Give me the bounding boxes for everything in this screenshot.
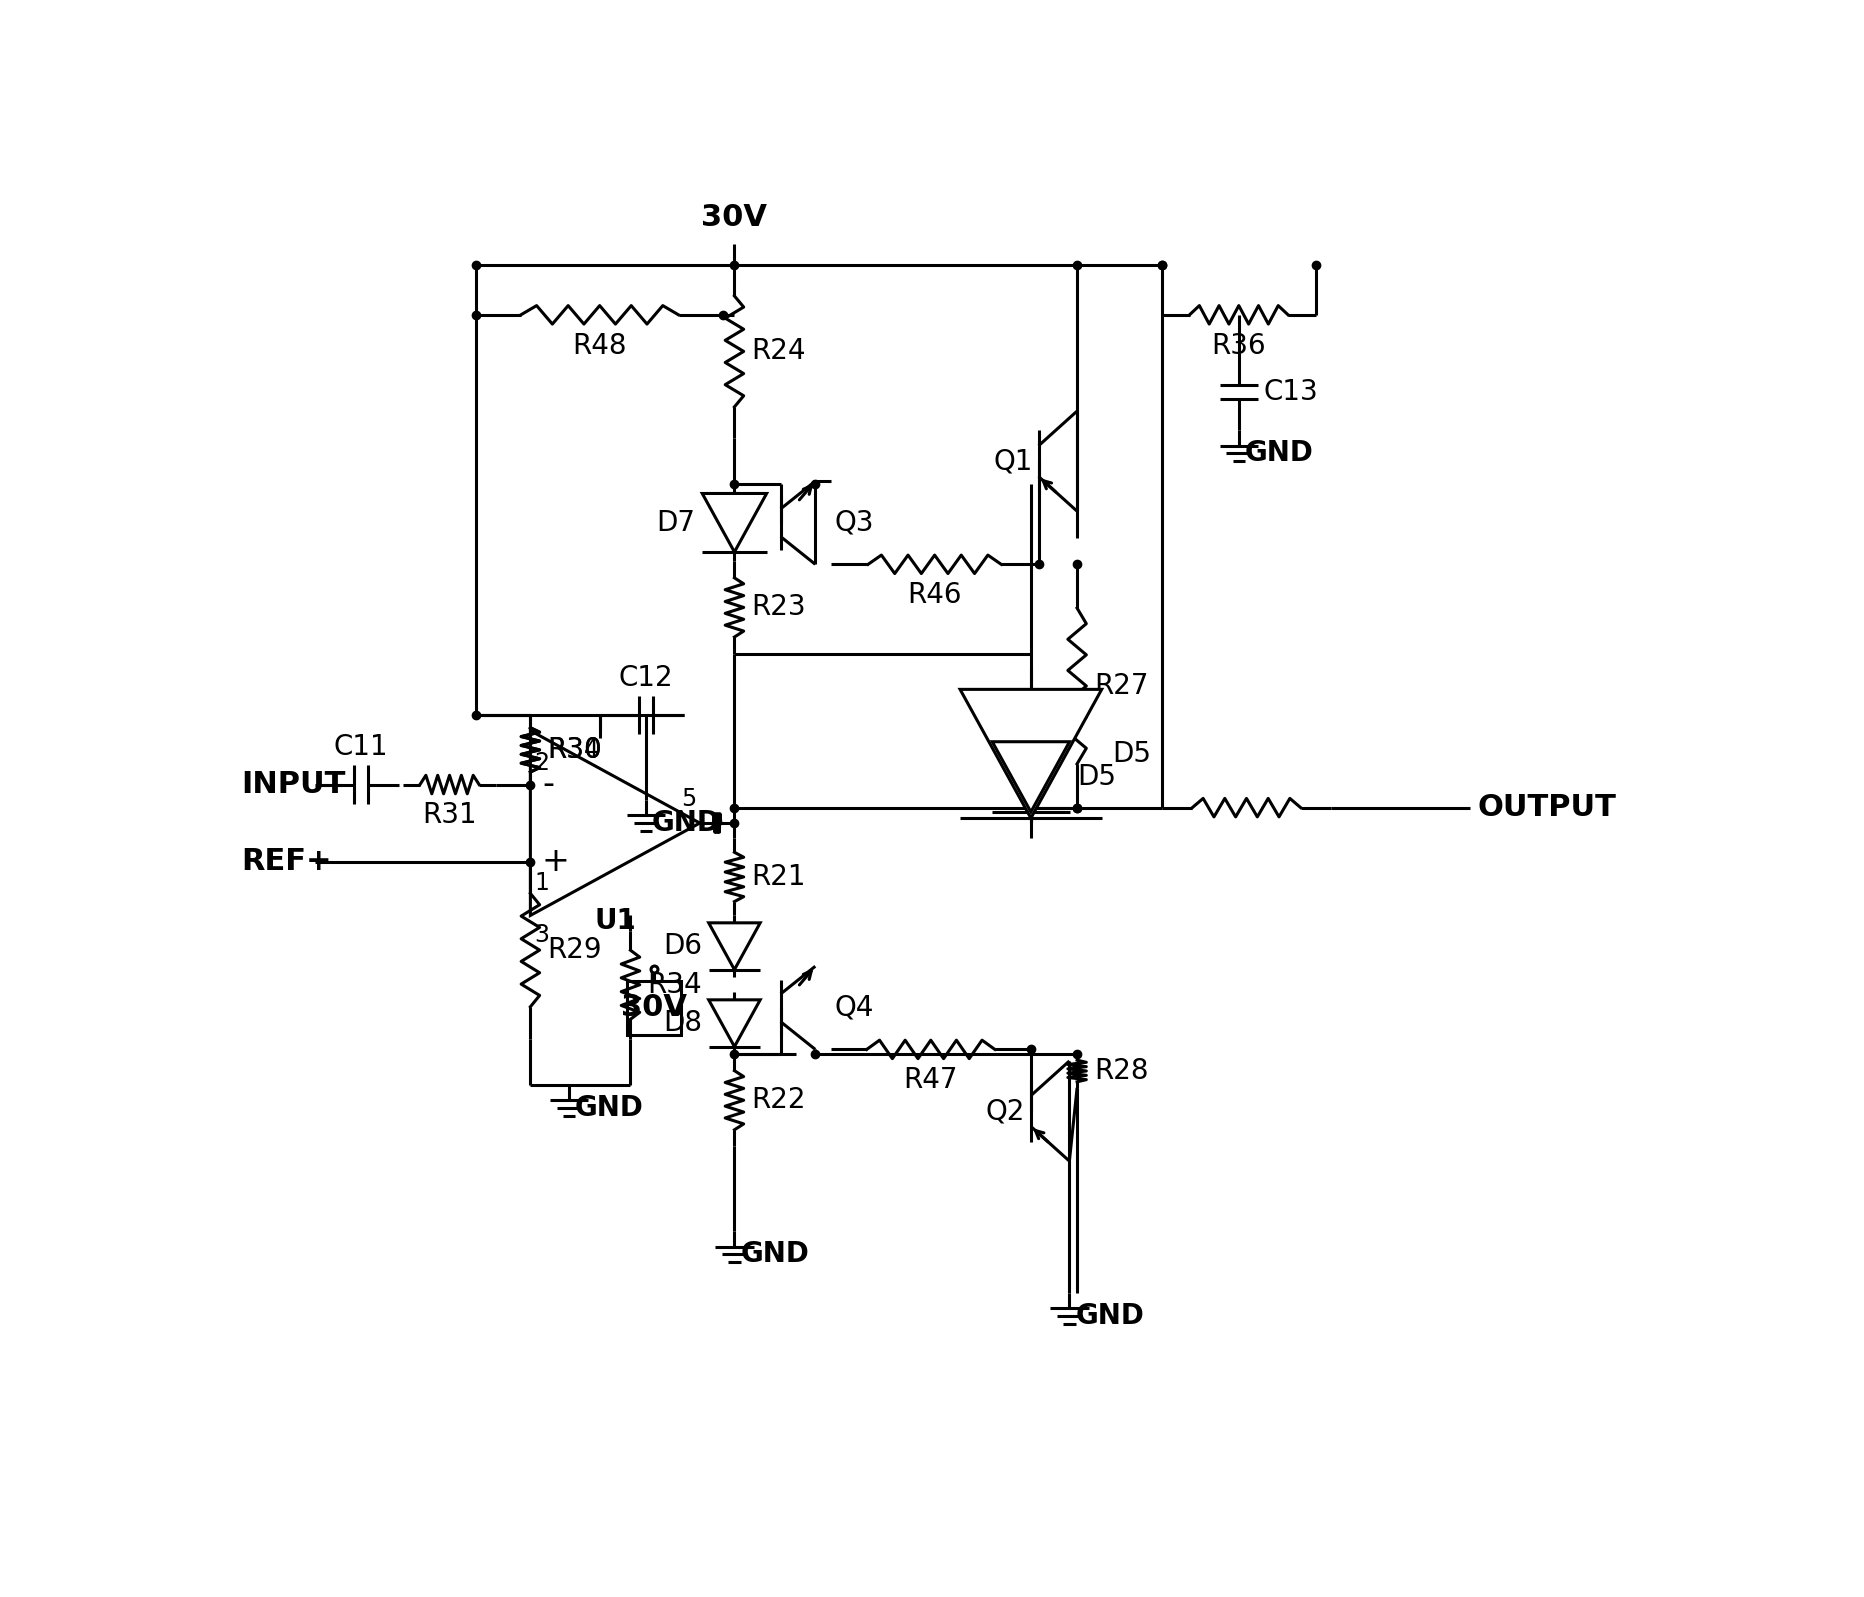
- Text: R47: R47: [902, 1067, 958, 1094]
- Text: 5: 5: [680, 787, 695, 811]
- Text: +: +: [542, 845, 570, 878]
- Text: Q3: Q3: [833, 509, 874, 537]
- Text: D6: D6: [664, 933, 703, 960]
- Text: REF+: REF+: [242, 846, 332, 877]
- Text: R29: R29: [546, 936, 602, 965]
- Text: R24: R24: [751, 337, 805, 366]
- Text: D7: D7: [656, 509, 695, 537]
- Text: R30: R30: [546, 736, 602, 763]
- Polygon shape: [960, 690, 1102, 818]
- Text: R30: R30: [546, 736, 602, 763]
- Text: R31: R31: [421, 802, 477, 829]
- Text: C13: C13: [1262, 378, 1318, 406]
- Text: C11: C11: [334, 733, 388, 762]
- Text: GND: GND: [574, 1094, 643, 1123]
- Text: 30V: 30V: [701, 203, 766, 233]
- Text: Q4: Q4: [833, 993, 874, 1022]
- Text: C12: C12: [619, 664, 673, 692]
- Text: OUTPUT: OUTPUT: [1476, 794, 1616, 822]
- Text: R48: R48: [572, 332, 626, 359]
- Polygon shape: [992, 741, 1068, 811]
- Text: U1: U1: [595, 907, 636, 934]
- Text: GND: GND: [740, 1241, 809, 1268]
- Text: 1: 1: [533, 870, 548, 894]
- Polygon shape: [708, 923, 761, 969]
- Text: GND: GND: [1076, 1302, 1144, 1330]
- Text: R22: R22: [751, 1086, 805, 1115]
- Text: 3: 3: [533, 923, 548, 947]
- Text: D8: D8: [664, 1009, 703, 1036]
- Text: 4: 4: [583, 738, 598, 762]
- Text: 2: 2: [533, 751, 548, 775]
- Text: 30V: 30V: [621, 993, 686, 1022]
- Text: R46: R46: [908, 581, 962, 610]
- Polygon shape: [703, 493, 766, 553]
- Text: Q2: Q2: [984, 1097, 1023, 1124]
- Text: D5: D5: [1111, 739, 1150, 768]
- Text: R28: R28: [1094, 1057, 1148, 1084]
- Text: R34: R34: [647, 971, 701, 998]
- Text: INPUT: INPUT: [242, 770, 347, 798]
- Text: D5: D5: [1076, 763, 1115, 791]
- Text: R36: R36: [1212, 332, 1266, 359]
- Text: -: -: [542, 768, 554, 802]
- Polygon shape: [708, 1000, 761, 1046]
- Text: GND: GND: [652, 810, 721, 837]
- Text: R27: R27: [1094, 672, 1148, 699]
- Text: GND: GND: [1245, 439, 1312, 468]
- Text: Q1: Q1: [992, 447, 1033, 476]
- Text: R21: R21: [751, 862, 805, 891]
- Bar: [626, 981, 680, 1035]
- Text: R23: R23: [751, 594, 805, 621]
